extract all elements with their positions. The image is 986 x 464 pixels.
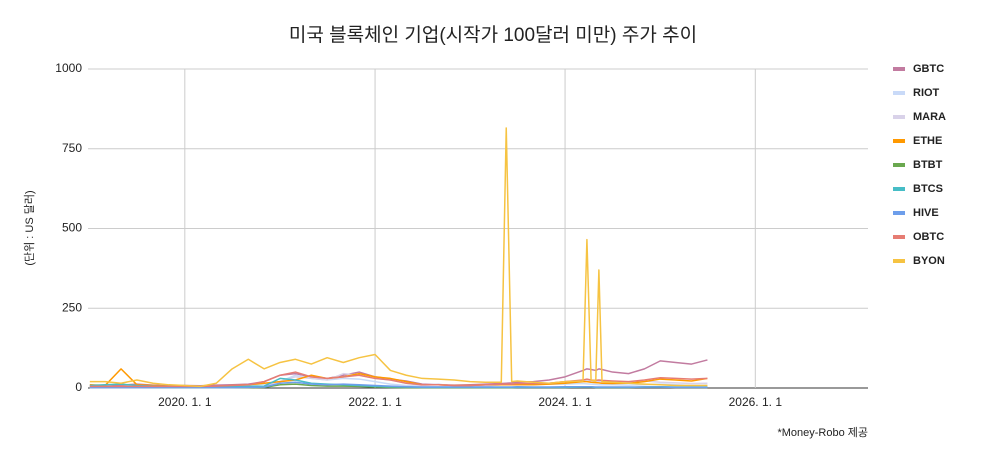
y-tick-label: 750 xyxy=(62,141,82,155)
grid: 0 250 500 750 1000 2020. 1. 1 2022. 1. 1 2024. … xyxy=(55,61,868,409)
legend-label: GBTC xyxy=(913,63,944,75)
source-note: *Money-Robo 제공 xyxy=(777,426,868,439)
y-tick-label: 250 xyxy=(62,300,82,314)
legend-label: BTBT xyxy=(913,159,943,171)
legend-label: BYON xyxy=(913,255,945,267)
legend-label: HIVE xyxy=(913,207,939,219)
x-tick-label: 2026. 1. 1 xyxy=(729,395,783,409)
y-tick-label: 500 xyxy=(62,221,82,235)
chart-title: 미국 블록체인 기업(시작가 100달러 미만) 주가 추이 xyxy=(289,24,697,46)
legend-label: RIOT xyxy=(913,87,940,99)
x-tick-label: 2022. 1. 1 xyxy=(348,395,402,409)
y-axis-label: (단위 : US 달러) xyxy=(23,190,36,265)
legend-label: OBTC xyxy=(913,231,944,243)
legend-label: ETHE xyxy=(913,135,942,147)
series-line xyxy=(89,127,708,388)
x-tick-label: 2020. 1. 1 xyxy=(158,395,212,409)
legend-label: BTCS xyxy=(913,183,943,195)
series-line xyxy=(89,381,708,389)
legend: GBTC RIOT MARA ETHE BTBT BTCS HIVE OBTC BYON xyxy=(893,63,946,267)
y-tick-label: 0 xyxy=(75,380,82,394)
x-tick-label: 2024. 1. 1 xyxy=(538,395,592,409)
y-tick-label: 1000 xyxy=(55,61,82,75)
plot xyxy=(89,127,708,389)
legend-label: MARA xyxy=(913,111,946,123)
series-line xyxy=(89,371,708,388)
